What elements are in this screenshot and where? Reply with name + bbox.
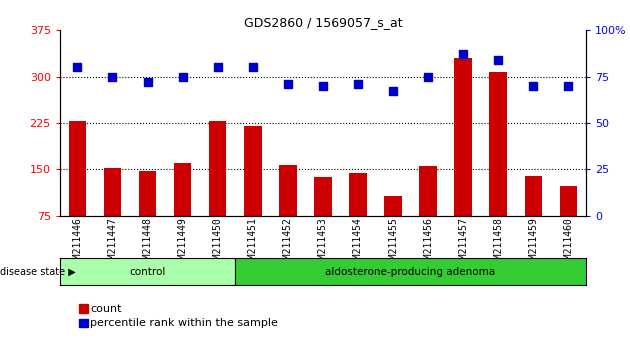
Point [72, 64, 83, 70]
Text: count: count [90, 304, 122, 314]
Point [318, 83, 328, 88]
Bar [209, 121, 226, 262]
Bar [279, 165, 297, 262]
Bar [174, 163, 192, 262]
Bar [420, 166, 437, 262]
Bar [525, 176, 542, 262]
Text: percentile rank within the sample: percentile rank within the sample [90, 318, 278, 328]
Point [563, 83, 573, 88]
Text: disease state ▶: disease state ▶ [0, 267, 76, 277]
Title: GDS2860 / 1569057_s_at: GDS2860 / 1569057_s_at [244, 16, 402, 29]
Point [283, 81, 293, 87]
Bar [349, 172, 367, 262]
Point [248, 64, 258, 70]
Bar [490, 72, 507, 262]
Point [142, 79, 152, 85]
Bar [384, 196, 402, 262]
Bar [104, 167, 121, 262]
Bar [244, 126, 261, 262]
Point [423, 74, 433, 79]
Point [107, 74, 117, 79]
Point [353, 81, 363, 87]
Point [458, 51, 468, 57]
Point [212, 64, 222, 70]
Bar [69, 121, 86, 262]
Text: aldosterone-producing adenoma: aldosterone-producing adenoma [326, 267, 496, 277]
Text: control: control [129, 267, 166, 277]
Point [388, 88, 398, 94]
Bar [454, 58, 472, 262]
Point [178, 74, 188, 79]
Bar [559, 186, 577, 262]
Bar [139, 171, 156, 262]
Bar [314, 177, 331, 262]
Point [528, 83, 538, 88]
Point [493, 57, 503, 63]
